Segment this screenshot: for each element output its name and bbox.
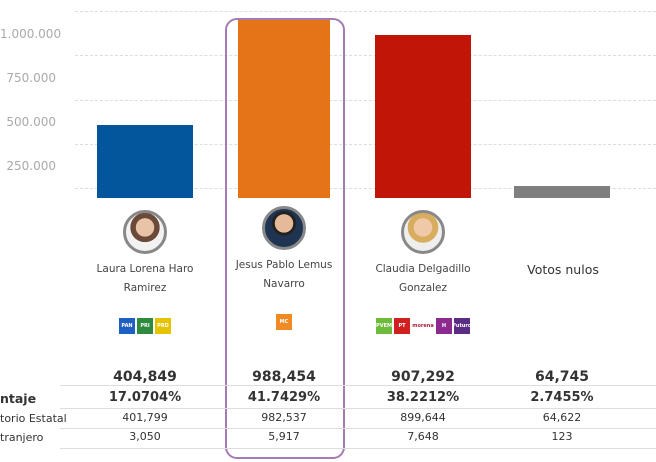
row-label: torio Estatal: [0, 412, 67, 425]
candidate-name: Claudia Delgadillo Gonzalez: [375, 263, 471, 294]
extranjero-cell: 3,050: [129, 430, 161, 443]
null-votes-label: Votos nulos: [527, 262, 599, 277]
y-tick-label: 500.000: [6, 115, 56, 129]
candidate-card[interactable]: Laura Lorena Haro Ramirez PAN PRI PRD: [80, 210, 210, 334]
extranjero-cell: 7,648: [407, 430, 439, 443]
party-logos: MC: [219, 314, 349, 330]
party-logo-icon: Futuro: [453, 318, 471, 334]
gridline: [75, 144, 656, 145]
row-label: ntaje: [0, 391, 37, 406]
party-logo-icon: PRI: [137, 318, 153, 334]
estatal-cell: 64,622: [542, 411, 582, 424]
estatal-row: torio Estatal: [0, 409, 656, 429]
bar-1[interactable]: [97, 125, 193, 198]
y-tick-label: 1.000.000: [0, 27, 62, 41]
bar-2[interactable]: [238, 20, 330, 198]
winner-highlight-box: [225, 18, 345, 459]
candidate-name: Jesus Pablo Lemus Navarro: [235, 259, 333, 290]
percent-cell: 38.2212%: [386, 390, 460, 405]
party-logo-icon: morena: [412, 322, 434, 329]
gridline: [75, 55, 656, 56]
gridline: [75, 188, 656, 189]
gridline: [75, 100, 656, 101]
totals-cell: 988,454: [252, 369, 316, 385]
percent-cell: 2.7455%: [530, 390, 594, 405]
party-logos: PAN PRI PRD: [80, 318, 210, 334]
estatal-cell: 982,537: [261, 411, 307, 424]
gridline: [75, 11, 656, 12]
y-tick-label: 750.000: [6, 71, 56, 85]
bar-3[interactable]: [375, 34, 471, 198]
estatal-cell: 401,799: [122, 411, 168, 424]
candidate-card[interactable]: Claudia Delgadillo Gonzalez PVEM PT morena…: [358, 210, 488, 334]
candidate-card[interactable]: Jesus Pablo Lemus Navarro MC: [219, 206, 349, 330]
extranjero-row: tranjero: [0, 429, 656, 449]
totals-cell: 404,849: [113, 369, 177, 385]
percent-row: ntaje: [0, 386, 656, 409]
totals-cell: 907,292: [391, 369, 455, 385]
party-logo-icon: PRD: [155, 318, 171, 334]
totals-cell: 64,745: [534, 369, 590, 385]
party-logo-icon: H: [436, 318, 452, 334]
percent-cell: 41.7429%: [247, 390, 321, 405]
y-tick-label: 250.000: [6, 159, 56, 173]
party-logos: PVEM PT morena H Futuro: [358, 318, 488, 334]
percent-cell: 17.0704%: [108, 390, 182, 405]
totals-row: [60, 365, 656, 386]
candidate-name: Laura Lorena Haro Ramirez: [96, 263, 194, 294]
bar-4[interactable]: [514, 186, 610, 198]
candidate-photo: [262, 206, 306, 250]
party-logo-icon: MC: [276, 314, 292, 330]
party-logo-icon: PAN: [119, 318, 135, 334]
extranjero-cell: 5,917: [268, 430, 300, 443]
candidate-photo: [401, 210, 445, 254]
party-logo-icon: PVEM: [376, 318, 392, 334]
party-logo-icon: PT: [394, 318, 410, 334]
candidate-photo: [123, 210, 167, 254]
row-label: tranjero: [0, 431, 44, 444]
estatal-cell: 899,644: [400, 411, 446, 424]
extranjero-cell: 123: [551, 430, 573, 443]
